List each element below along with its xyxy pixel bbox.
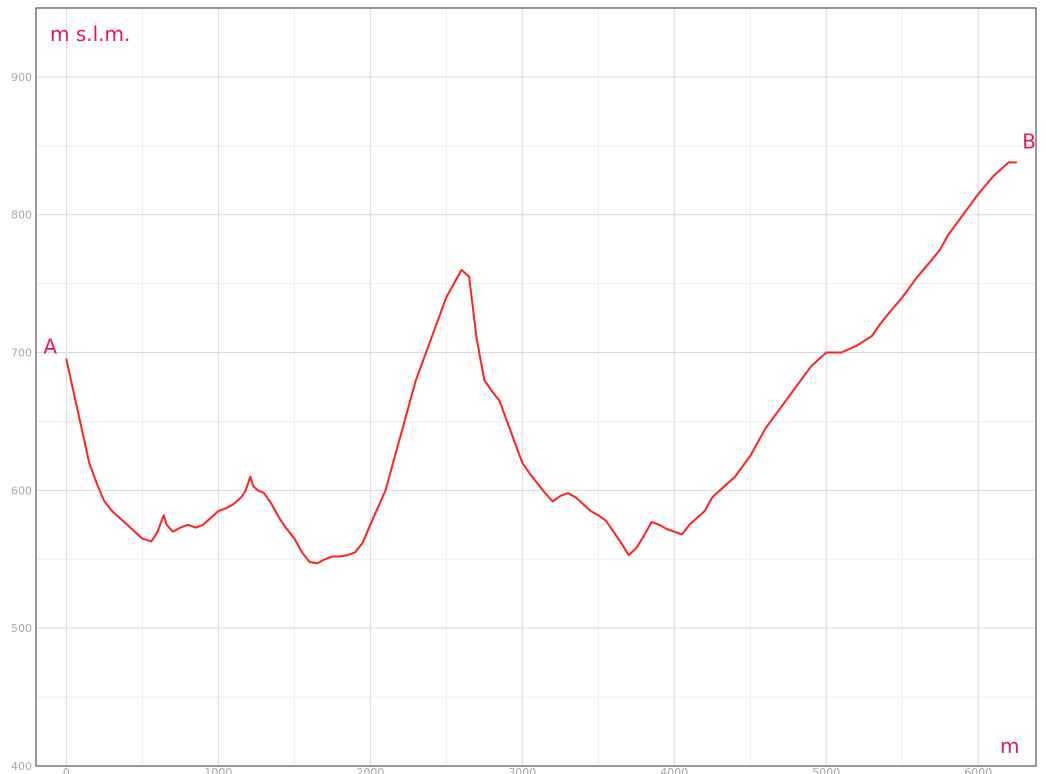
plot-frame xyxy=(35,7,1037,767)
y-axis-ticks: 400 500 600 700 800 900 xyxy=(11,71,32,773)
x-tick-label: 4000 xyxy=(660,766,688,774)
y-tick-label: 600 xyxy=(11,484,32,497)
x-tick-label: 1000 xyxy=(204,766,232,774)
start-point-label: A xyxy=(43,334,57,358)
x-tick-label: 3000 xyxy=(508,766,536,774)
y-tick-label: 500 xyxy=(11,622,32,635)
grid xyxy=(36,8,1036,767)
y-tick-label: 900 xyxy=(11,71,32,84)
y-axis-title: m s.l.m. xyxy=(50,22,130,46)
x-tick-label: 2000 xyxy=(356,766,384,774)
elevation-line xyxy=(65,161,1018,565)
x-axis-ticks: 0 1000 2000 3000 4000 5000 6000 xyxy=(63,766,992,774)
end-point-label: B xyxy=(1022,129,1036,153)
y-tick-label: 400 xyxy=(11,760,32,773)
x-tick-label: 0 xyxy=(63,766,70,774)
x-tick-label: 5000 xyxy=(812,766,840,774)
x-tick-label: 6000 xyxy=(964,766,992,774)
y-tick-label: 700 xyxy=(11,347,32,360)
x-axis-title: m xyxy=(1000,734,1019,758)
minor-grid xyxy=(36,7,1036,766)
y-tick-label: 800 xyxy=(11,209,32,222)
